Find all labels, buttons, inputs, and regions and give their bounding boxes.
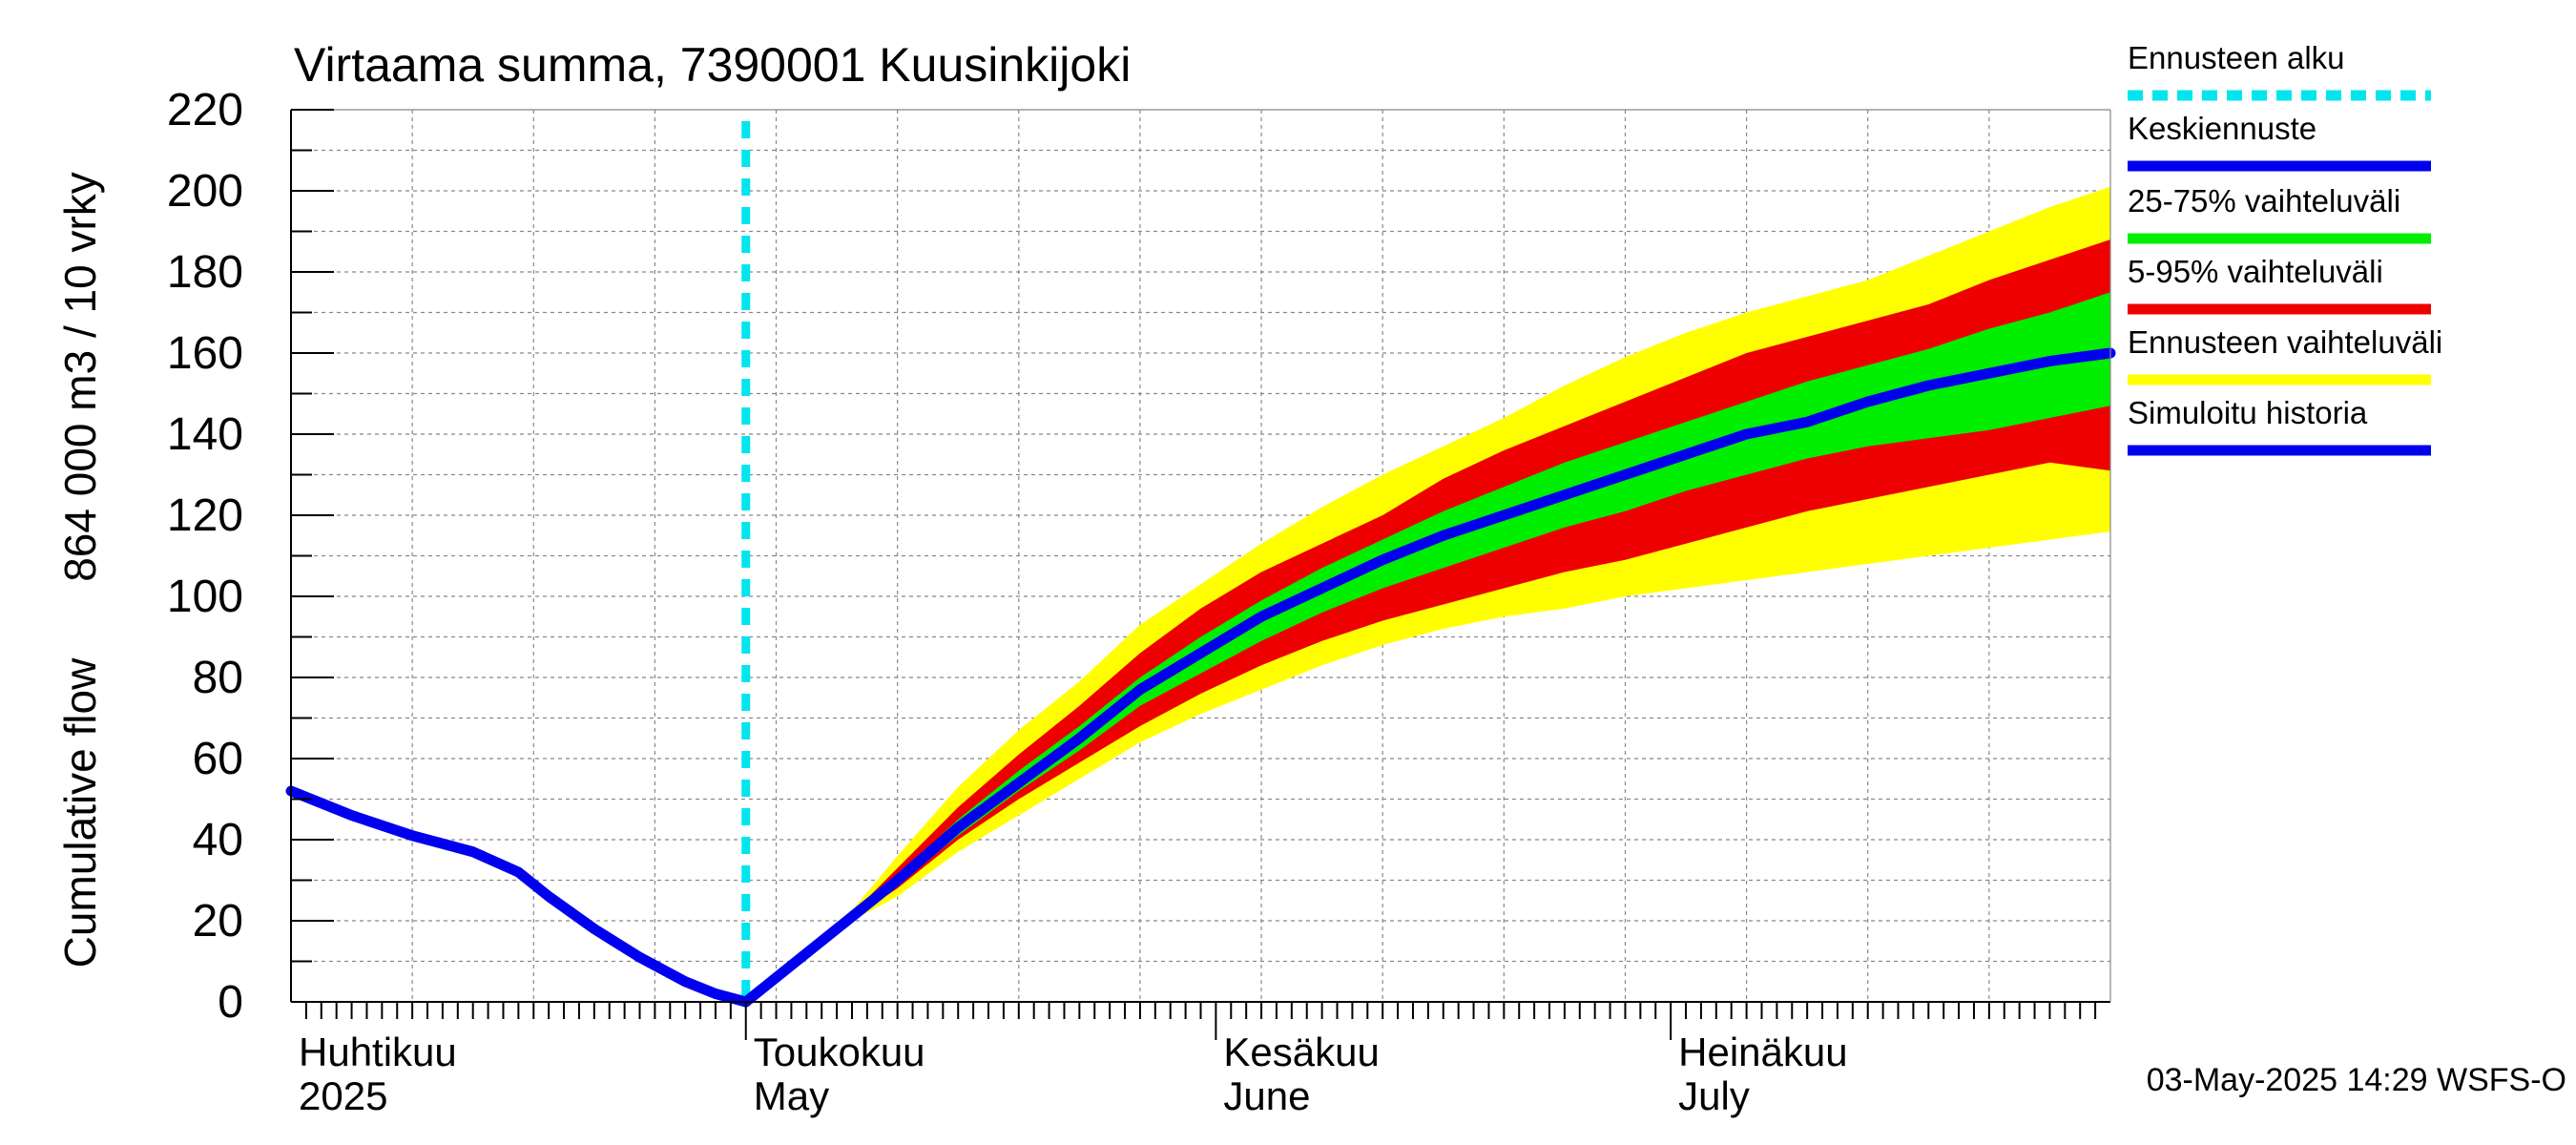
legend-label: Keskiennuste xyxy=(2128,111,2316,146)
y-tick-label: 160 xyxy=(167,328,243,379)
legend-label: Simuloitu historia xyxy=(2128,395,2368,430)
y-axis-label-line1: Cumulative flow xyxy=(55,657,105,968)
y-tick-label: 180 xyxy=(167,247,243,298)
legend-label: Ennusteen alku xyxy=(2128,40,2345,75)
x-month-label-secondary: 2025 xyxy=(299,1073,387,1118)
y-tick-label: 100 xyxy=(167,572,243,622)
y-tick-label: 0 xyxy=(218,977,243,1028)
y-tick-label: 220 xyxy=(167,85,243,135)
plot-area: 0 20 40 60 80 100 120 140 160 180 200 220 Huhtikuu20… xyxy=(167,85,2116,1118)
x-month-label: Huhtikuu xyxy=(299,1030,457,1074)
y-tick-label: 80 xyxy=(193,653,243,703)
legend-label: Ennusteen vaihteluväli xyxy=(2128,324,2442,360)
x-month-label: Heinäkuu xyxy=(1678,1030,1847,1074)
legend: Ennusteen alku Keskiennuste 25-75% vaihtel… xyxy=(2128,40,2442,456)
x-month-label: Toukokuu xyxy=(754,1030,925,1074)
band-25-75-vaihteluv-li xyxy=(745,292,2110,1002)
x-month-label-secondary: July xyxy=(1678,1073,1750,1118)
y-tick-label: 120 xyxy=(167,490,243,541)
y-tick-label: 140 xyxy=(167,409,243,460)
footer-timestamp: 03-May-2025 14:29 WSFS-O xyxy=(2147,1062,2566,1098)
y-tick-label: 60 xyxy=(193,734,243,784)
y-tick-label: 40 xyxy=(193,815,243,865)
x-month-label-secondary: May xyxy=(754,1073,829,1118)
chart-title: Virtaama summa, 7390001 Kuusinkijoki xyxy=(294,38,1131,92)
y-axis-label-line2: 864 000 m3 / 10 vrky xyxy=(55,172,105,582)
y-tick-label: 20 xyxy=(193,896,243,947)
median-forecast-line xyxy=(740,347,2116,1008)
legend-label: 5-95% vaihteluväli xyxy=(2128,254,2383,289)
y-tick-label: 200 xyxy=(167,166,243,217)
x-month-label-secondary: June xyxy=(1223,1073,1310,1118)
simulated-history-line xyxy=(285,785,752,1008)
x-month-label: Kesäkuu xyxy=(1223,1030,1379,1074)
legend-label: 25-75% vaihteluväli xyxy=(2128,183,2400,219)
